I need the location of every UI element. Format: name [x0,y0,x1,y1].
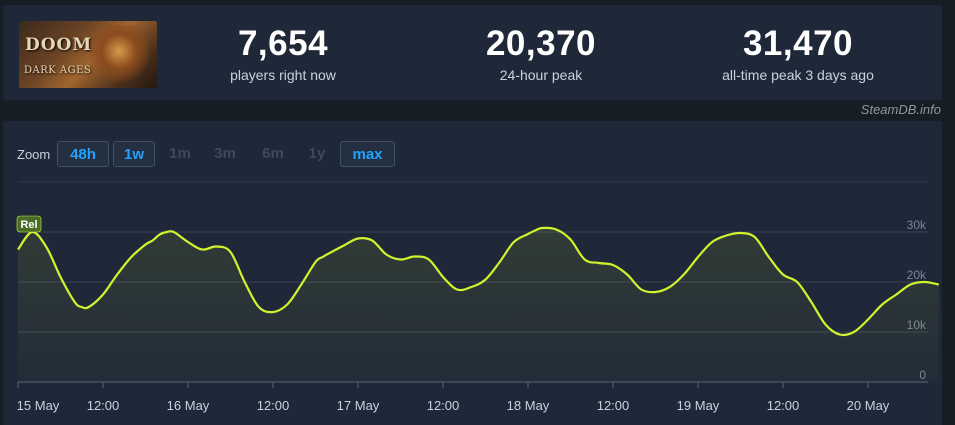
release-flag-label: Rel [20,219,37,231]
x-tick-label: 17 May [337,398,380,413]
release-flag[interactable]: Rel [16,215,42,233]
stat-all-time-value: 31,470 [742,24,854,63]
x-tick-label: 18 May [507,398,550,413]
zoom-48h-button[interactable]: 48h [57,141,109,167]
banner-logo-text: DOOM [25,35,93,55]
stats-panel: DOOM DARK AGES 7,654 players right now 2… [3,5,942,100]
stat-24h-peak: 20,370 24-hour peak [426,24,656,84]
stat-all-time-peak: 31,470 all-time peak 3 days ago [683,24,913,84]
zoom-1y-button[interactable]: 1y [308,145,326,162]
y-tick-label: 30k [907,218,927,232]
x-tick-label: 16 May [167,398,210,413]
zoom-6m-button[interactable]: 6m [262,145,284,162]
zoom-3m-button[interactable]: 3m [214,145,236,162]
stat-24h-value: 20,370 [485,24,597,63]
stat-24h-label: 24-hour peak [499,67,583,83]
player-count-series-line[interactable] [17,226,940,337]
x-tick-label: 19 May [677,398,720,413]
y-tick-label: 20k [907,268,927,282]
x-tick-label: 20 May [847,398,890,413]
x-tick-label: 15 May [17,398,60,413]
zoom-max-button[interactable]: max [340,141,395,167]
zoom-label: Zoom [17,147,51,162]
banner-subtitle: DARK AGES [24,65,92,76]
x-tick-label: 12:00 [597,398,630,413]
stat-current-label: players right now [230,67,336,83]
x-tick-label: 12:00 [257,398,290,413]
x-tick-label: 12:00 [427,398,460,413]
banner-artwork [89,25,149,83]
steamdb-watermark[interactable]: SteamDB.info [860,102,941,117]
player-count-area [18,227,939,382]
game-banner-image[interactable]: DOOM DARK AGES [19,21,157,88]
x-tick-label: 12:00 [767,398,800,413]
x-tick-label: 12:00 [87,398,120,413]
zoom-1m-button[interactable]: 1m [169,145,191,162]
zoom-1w-button[interactable]: 1w [113,141,155,167]
stat-current-players: 7,654 players right now [168,24,398,84]
x-axis: 15 May 12:00 16 May 12:00 17 May 12:00 18 May 1… [17,382,890,413]
stat-current-value: 7,654 [237,24,329,63]
stat-all-time-label: all-time peak 3 days ago [722,67,874,83]
